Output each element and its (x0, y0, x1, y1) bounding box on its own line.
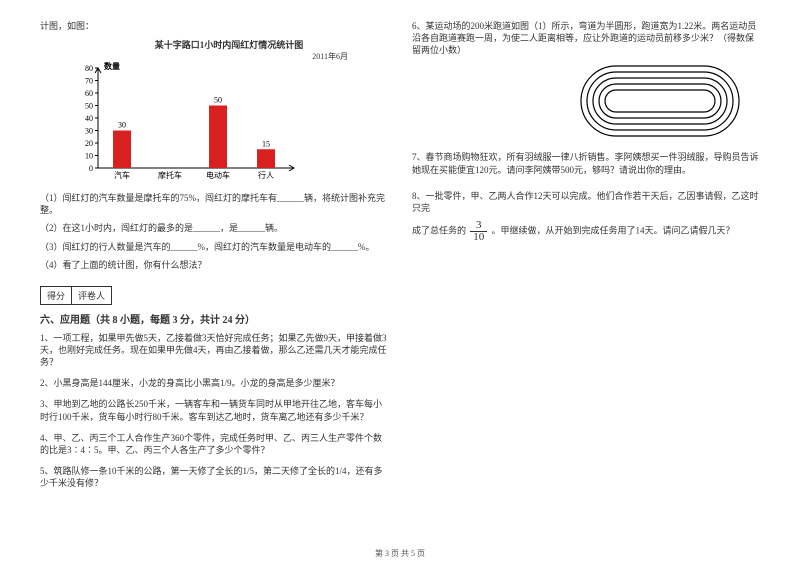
svg-text:摩托车: 摩托车 (158, 170, 182, 180)
problem-8a: 8、一批零件，甲、乙两人合作12天可以完成。他们合作若干天后，乙因事请假，乙这时… (412, 190, 760, 214)
svg-text:数量: 数量 (104, 62, 120, 71)
question-3: （3）闯红灯的行人数量是汽车的______%，闯红灯的汽车数量是电动车的____… (40, 241, 388, 253)
score-cell-a: 得分 (41, 287, 72, 304)
svg-text:汽车: 汽车 (114, 170, 130, 180)
svg-text:10: 10 (85, 152, 93, 161)
question-2: （2）在这1小时内，闯红灯的最多的是______，是______辆。 (40, 222, 388, 234)
bar-chart: 某十字路口1小时内闯红灯情况统计图 2011年6月 0 10 20 30 40 50 60 7… (70, 38, 388, 184)
chart-date: 2011年6月 (70, 51, 388, 62)
fraction-3-10: 3 10 (470, 220, 487, 243)
question-4: （4）看了上面的统计图，你有什么想法？ (40, 259, 388, 271)
right-column: 6、某运动场的200米跑道如图（1）所示，弯道为半圆形，跑道宽为1.22米。两名… (412, 20, 760, 530)
problem-1: 1、一项工程，如果甲先做5天，乙接着做3天恰好完成任务；如果乙先做9天，甲接着做… (40, 332, 388, 368)
page-footer: 第 3 页 共 5 页 (0, 548, 800, 559)
svg-text:30: 30 (85, 127, 93, 136)
left-column: 计图，如图： 某十字路口1小时内闯红灯情况统计图 2011年6月 0 10 20 30… (40, 20, 388, 530)
score-cell-b: 评卷人 (72, 287, 111, 304)
problem-5: 5、筑路队修一条10千米的公路，第一天修了全长的1/5，第二天修了全长的1/4，… (40, 465, 388, 489)
problem-4: 4、甲、乙、丙三个工人合作生产360个零件，完成任务时甲、乙、丙三人生产零件个数… (40, 432, 388, 456)
svg-text:0: 0 (89, 164, 93, 173)
svg-text:80: 80 (85, 64, 93, 73)
problem-7: 7、春节商场购物狂欢，所有羽绒服一律八折销售。李阿姨想买一件羽绒服，导购员告诉她… (412, 151, 760, 175)
section-6-title: 六、应用题（共 8 小题，每题 3 分，共计 24 分） (40, 311, 388, 326)
score-box: 得分 评卷人 (40, 286, 112, 305)
problem-8b-pre: 成了总任务的 (412, 226, 466, 236)
svg-text:60: 60 (85, 89, 93, 98)
fraction-denominator: 10 (470, 232, 487, 243)
svg-text:40: 40 (85, 114, 93, 123)
question-1: （1）闯红灯的汽车数量是摩托车的75%，闯红灯的摩托车有______辆，将统计图… (40, 192, 388, 216)
problem-6: 6、某运动场的200米跑道如图（1）所示，弯道为半圆形，跑道宽为1.22米。两名… (412, 20, 760, 56)
svg-text:50: 50 (85, 102, 93, 111)
svg-text:70: 70 (85, 77, 93, 86)
svg-text:30: 30 (118, 121, 126, 130)
svg-text:50: 50 (214, 96, 222, 105)
problem-8b-post: 。甲继续做，从开始到完成任务用了14天。请问乙请假几天？ (492, 226, 735, 236)
svg-text:20: 20 (85, 139, 93, 148)
svg-text:15: 15 (262, 139, 270, 148)
svg-text:行人: 行人 (258, 170, 274, 180)
problem-8b: 成了总任务的 3 10 。甲继续做，从开始到完成任务用了14天。请问乙请假几天？ (412, 220, 760, 243)
problem-2: 2、小黑身高是144厘米，小龙的身高比小黑高1/9。小龙的身高是多少厘米？ (40, 377, 388, 389)
problem-3: 3、甲地到乙地的公路长250千米，一辆客车和一辆货车同时从甲地开往乙地，客车每小… (40, 398, 388, 422)
track-svg (580, 65, 740, 137)
pre-text: 计图，如图： (40, 20, 388, 32)
track-diagram (412, 65, 740, 139)
chart-svg: 0 10 20 30 40 50 60 70 80 30 汽车 摩托车 50 电动车 15 行人 数量 (70, 62, 300, 182)
svg-text:电动车: 电动车 (206, 170, 230, 180)
chart-title: 某十字路口1小时内闯红灯情况统计图 (70, 38, 388, 51)
problem-8: 8、一批零件，甲、乙两人合作12天可以完成。他们合作若干天后，乙因事请假，乙这时… (412, 190, 760, 243)
